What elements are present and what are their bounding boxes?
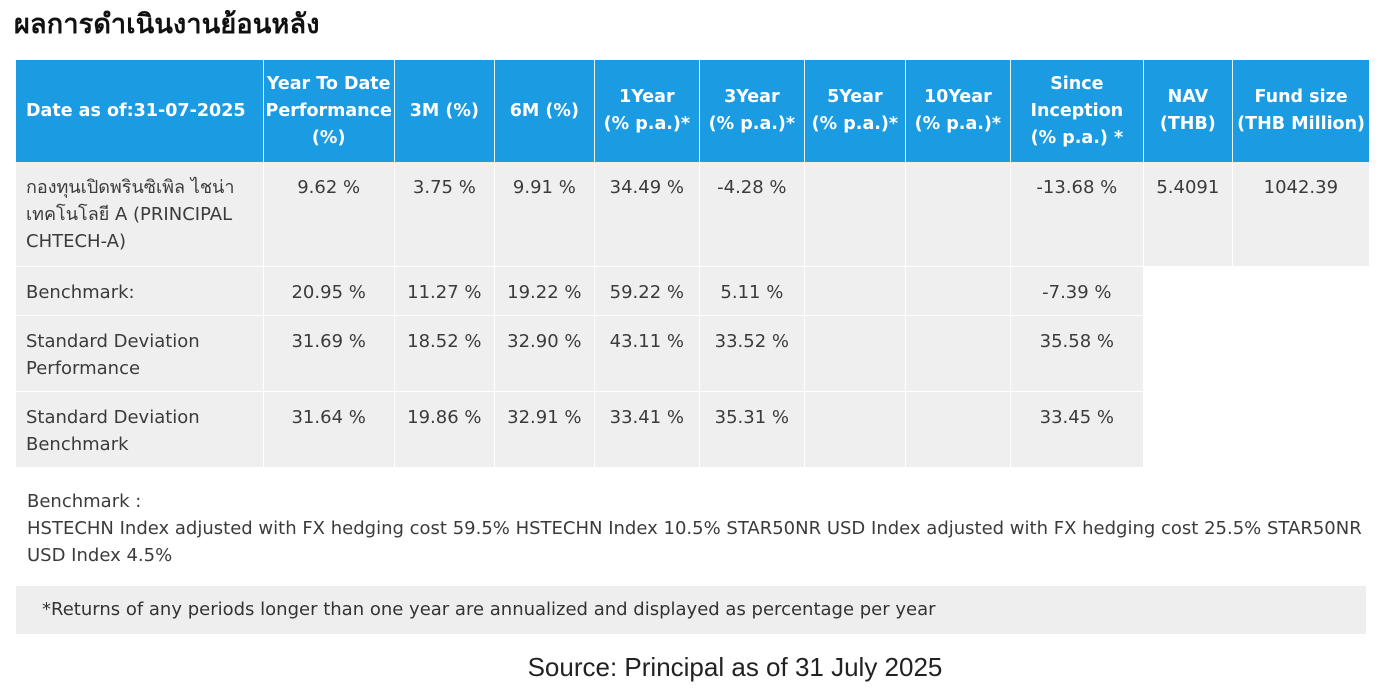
empty-cell <box>1232 315 1370 392</box>
column-header: 10Year (% p.a.)* <box>905 60 1011 162</box>
table-cell: 19.22 % <box>494 266 595 316</box>
table-cell: 33.41 % <box>594 391 700 468</box>
row-label-line: Performance <box>26 357 141 379</box>
table-cell: 32.90 % <box>494 315 595 392</box>
empty-cell <box>1232 266 1370 316</box>
table-row: Standard Deviation Benchmark 31.64 % 19.86 … <box>16 391 1370 468</box>
column-header-line: (THB) <box>1159 114 1216 134</box>
footnote-box: *Returns of any periods longer than one … <box>16 586 1366 634</box>
column-header-line: (% p.a.)* <box>811 114 899 134</box>
table-cell: 5.4091 <box>1143 162 1233 267</box>
column-header-line: (THB Million) <box>1237 114 1366 134</box>
benchmark-note-heading: Benchmark : <box>27 491 142 512</box>
performance-table: Date as of:31-07-2025 Year To Date Perform… <box>16 60 1370 468</box>
table-row: กองทุนเปิดพรินซิเพิล ไชน่าเทคโนโลยี A (P… <box>16 162 1370 267</box>
column-header: Fund size (THB Million) <box>1232 60 1370 162</box>
row-label-line: Benchmark: <box>26 281 135 303</box>
benchmark-note-line: USD Index 4.5% <box>27 545 173 566</box>
table-cell <box>905 266 1011 316</box>
column-header-line: 6M (%) <box>509 100 579 121</box>
empty-cell <box>1232 391 1370 468</box>
table-cell: 5.11 % <box>699 266 805 316</box>
table-cell: 33.45 % <box>1010 391 1144 468</box>
column-header-line: NAV <box>1167 87 1209 107</box>
table-row: Standard Deviation Performance 31.69 % 18.5… <box>16 315 1370 392</box>
empty-cell <box>1143 266 1233 316</box>
column-header-line: Date as of:31-07-2025 <box>26 100 246 121</box>
row-label-line: Standard Deviation <box>26 406 200 428</box>
column-header-line: 10Year <box>923 87 992 107</box>
row-label: Standard Deviation Benchmark <box>16 391 264 468</box>
column-header-line: 3Year <box>724 87 780 107</box>
empty-cell <box>1143 315 1233 392</box>
row-label: Benchmark: <box>16 266 264 316</box>
column-header: NAV (THB) <box>1143 60 1233 162</box>
table-cell <box>804 315 906 392</box>
table-cell: 33.52 % <box>699 315 805 392</box>
table-cell: -4.28 % <box>699 162 805 267</box>
table-cell: 59.22 % <box>594 266 700 316</box>
table-cell <box>905 162 1011 267</box>
column-header: 3M (%) <box>394 60 495 162</box>
table-cell: 19.86 % <box>394 391 495 468</box>
row-label: กองทุนเปิดพรินซิเพิล ไชน่าเทคโนโลยี A (P… <box>16 162 264 267</box>
row-label-line: กองทุนเปิดพรินซิเพิล ไชน่า <box>26 177 235 198</box>
row-label: Standard Deviation Performance <box>16 315 264 392</box>
table-body: กองทุนเปิดพรินซิเพิล ไชน่าเทคโนโลยี A (P… <box>16 162 1370 468</box>
column-header-line: Since <box>1050 73 1104 94</box>
table-cell <box>905 315 1011 392</box>
column-header-line: Fund size <box>1254 87 1348 107</box>
table-cell <box>804 266 906 316</box>
row-label-line: Standard Deviation <box>26 330 200 352</box>
table-cell: 35.58 % <box>1010 315 1144 392</box>
benchmark-note: Benchmark : HSTECHN Index adjusted with … <box>27 488 1362 569</box>
column-header-line: 5Year <box>827 87 883 107</box>
column-header: 5Year (% p.a.)* <box>804 60 906 162</box>
table-cell: 3.75 % <box>394 162 495 267</box>
column-header-line: 1Year <box>619 87 675 107</box>
column-header-line: (%) <box>311 127 346 148</box>
table-cell: 1042.39 <box>1232 162 1370 267</box>
column-header: 6M (%) <box>494 60 595 162</box>
column-header: Year To Date Performance (%) <box>263 60 395 162</box>
table-cell <box>804 162 906 267</box>
column-header-line: Performance <box>265 100 392 121</box>
column-header-line: (% p.a.)* <box>603 114 691 134</box>
table-cell: 11.27 % <box>394 266 495 316</box>
table-cell <box>804 391 906 468</box>
table-cell: -13.68 % <box>1010 162 1144 267</box>
table-cell: 34.49 % <box>594 162 700 267</box>
table-cell: 31.69 % <box>263 315 395 392</box>
row-label-line: Benchmark <box>26 433 129 455</box>
table-cell: 9.62 % <box>263 162 395 267</box>
footnote-text: *Returns of any periods longer than one … <box>42 599 936 620</box>
table-cell: 20.95 % <box>263 266 395 316</box>
table-cell: 35.31 % <box>699 391 805 468</box>
source-caption: Source: Principal as of 31 July 2025 <box>527 652 943 682</box>
column-header-line: (% p.a.)* <box>708 114 796 134</box>
column-header: 3Year (% p.a.)* <box>699 60 805 162</box>
column-header-line: Year To Date <box>266 73 391 94</box>
table-cell: -7.39 % <box>1010 266 1144 316</box>
table-header: Date as of:31-07-2025 Year To Date Perform… <box>16 60 1370 162</box>
row-label-line: เทคโนโลยี A (PRINCIPAL <box>26 204 233 225</box>
benchmark-note-line: HSTECHN Index adjusted with FX hedging c… <box>27 518 1362 539</box>
table-cell: 18.52 % <box>394 315 495 392</box>
table-cell: 32.91 % <box>494 391 595 468</box>
table-cell: 31.64 % <box>263 391 395 468</box>
table-cell <box>905 391 1011 468</box>
page-title: ผลการดำเนินงานย้อนหลัง <box>14 9 320 40</box>
column-header-line: Inception <box>1030 100 1124 121</box>
table-row: Benchmark: 20.95 % 11.27 % 19.22 % 59.22 % 5.… <box>16 266 1370 316</box>
column-header-line: 3M (%) <box>409 100 479 121</box>
column-header-line: (% p.a.)* <box>914 114 1002 134</box>
table-cell: 9.91 % <box>494 162 595 267</box>
column-header: Date as of:31-07-2025 <box>16 60 264 162</box>
table-cell: 43.11 % <box>594 315 700 392</box>
empty-cell <box>1143 391 1233 468</box>
column-header: Since Inception (% p.a.) * <box>1010 60 1144 162</box>
column-header: 1Year (% p.a.)* <box>594 60 700 162</box>
column-header-line: (% p.a.) * <box>1030 127 1124 148</box>
row-label-line: CHTECH-A) <box>26 231 127 252</box>
